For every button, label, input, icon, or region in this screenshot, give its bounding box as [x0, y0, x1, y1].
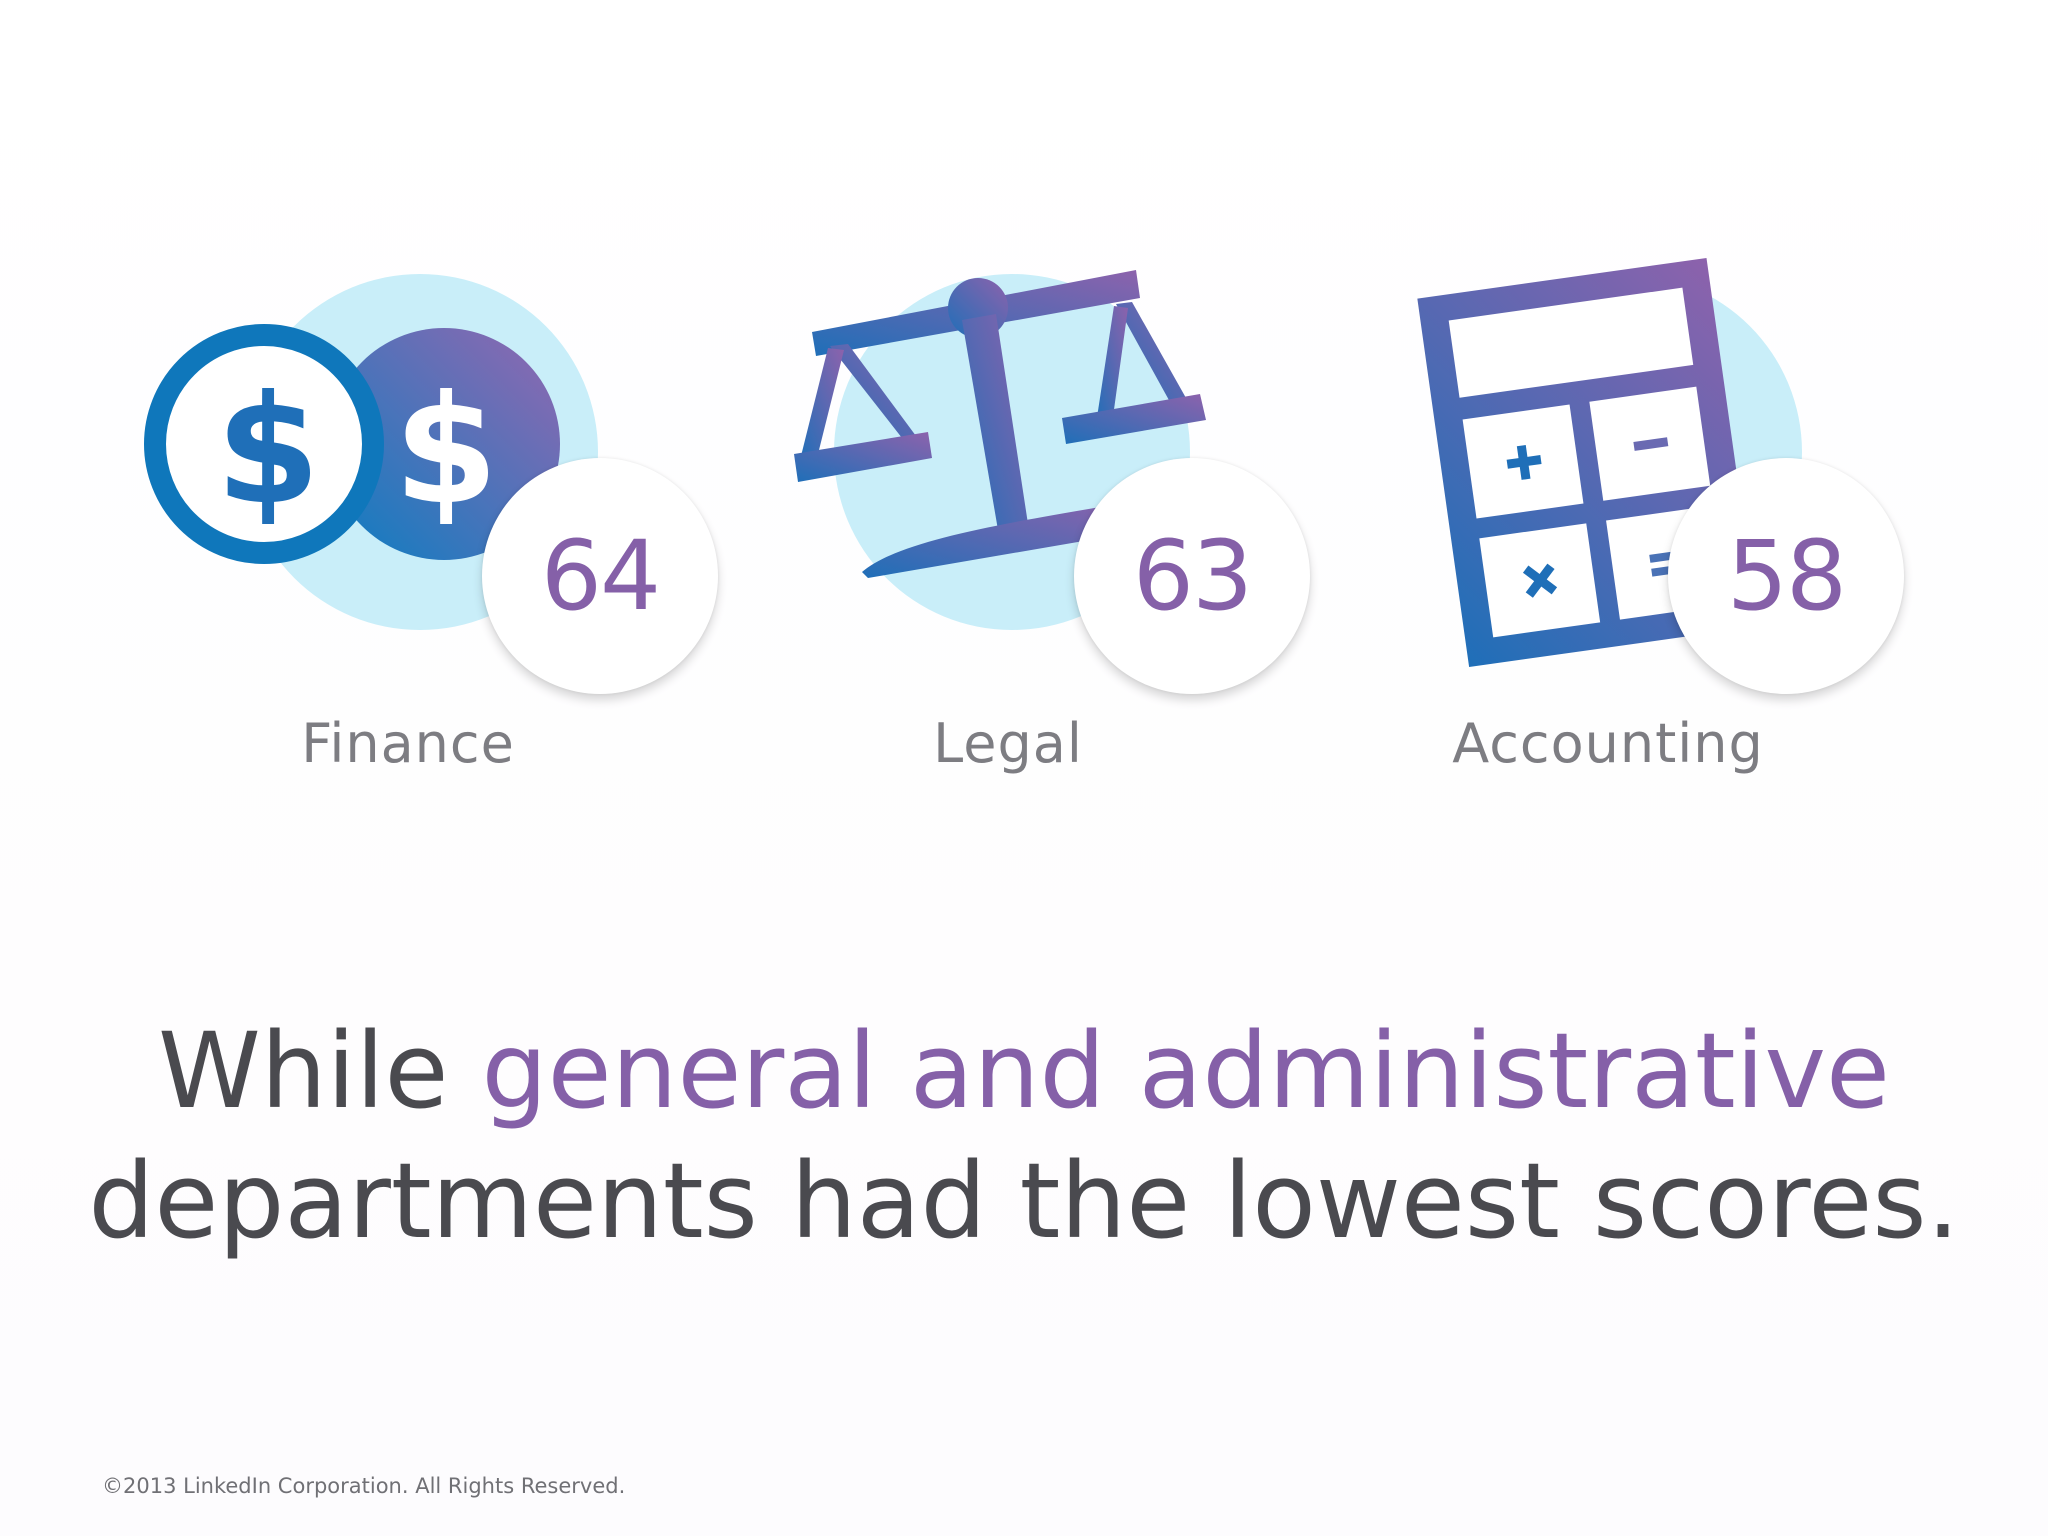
headline-accent: general and administrative — [481, 1010, 1891, 1132]
headline-lead: While — [157, 1010, 482, 1132]
department-legal: 63 Legal — [700, 240, 1320, 860]
svg-text:$: $ — [394, 364, 498, 538]
copyright-text: ©2013 LinkedIn Corporation. All Rights R… — [102, 1474, 626, 1498]
score-value: 64 — [540, 520, 661, 632]
score-bubble: 63 — [1074, 458, 1310, 694]
score-value: 63 — [1132, 520, 1253, 632]
headline-line-2: departments had the lowest scores. — [88, 1140, 1960, 1262]
score-bubble: 58 — [1668, 458, 1904, 694]
department-accounting: 58 Accounting — [1294, 240, 1914, 860]
department-label: Legal — [933, 712, 1083, 775]
headline: While general and administrative departm… — [60, 1006, 1988, 1266]
score-value: 58 — [1726, 520, 1847, 632]
department-label: Finance — [301, 712, 515, 775]
headline-line-1: While general and administrative — [60, 1006, 1988, 1136]
department-label: Accounting — [1452, 712, 1764, 775]
dollar-coins-icon: $ $ — [144, 274, 598, 630]
department-finance: $ $ 64 Finance — [108, 240, 728, 860]
score-bubble: 64 — [482, 458, 718, 694]
svg-text:$: $ — [216, 364, 320, 538]
